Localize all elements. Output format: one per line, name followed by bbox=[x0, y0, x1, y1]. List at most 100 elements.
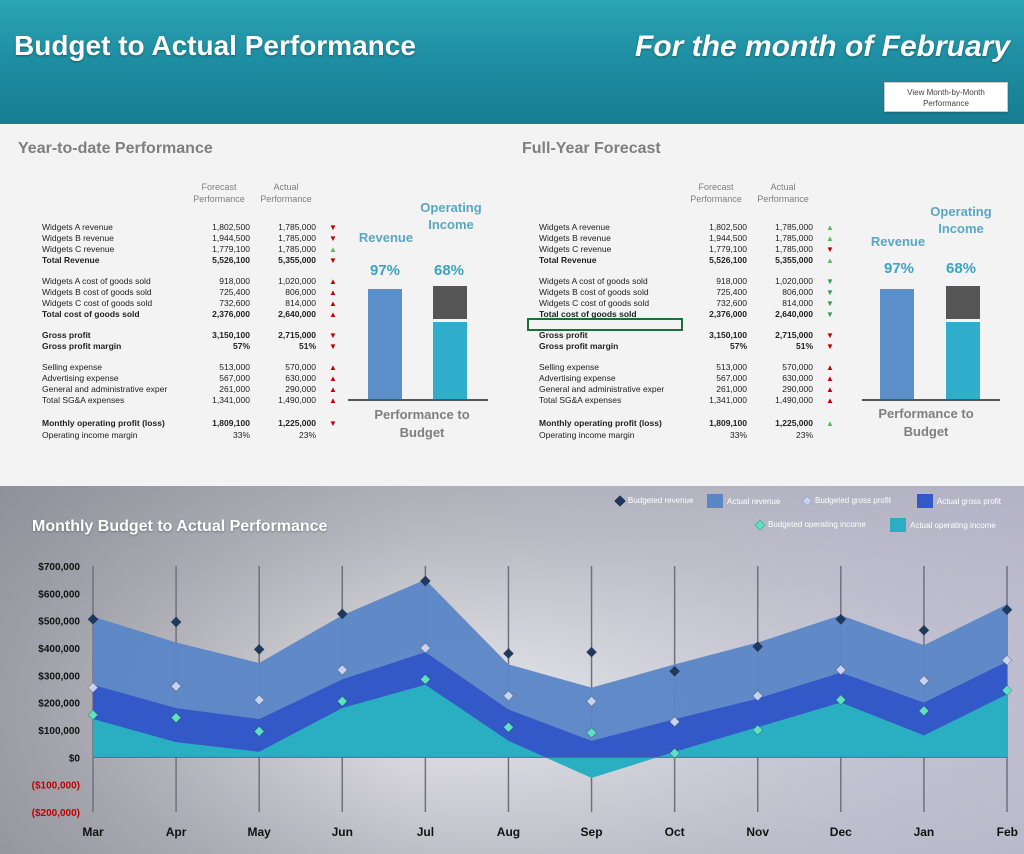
ytd-row-label: Total Revenue bbox=[42, 255, 100, 265]
ytd-row-label: Widgets A cost of goods sold bbox=[42, 276, 151, 286]
view-month-by-month-button[interactable]: View Month-by-Month Performance bbox=[884, 82, 1008, 112]
marker-budgeted-gross-profit bbox=[253, 694, 265, 706]
fyf-actual-value: 814,000 bbox=[782, 298, 813, 308]
fyf-perf-footer: Performance to Budget bbox=[878, 406, 974, 439]
ytd-actual-value: 2,715,000 bbox=[278, 330, 316, 340]
ytd-row-label: Total cost of goods sold bbox=[42, 309, 140, 319]
y-tick-label: $100,000 bbox=[38, 726, 80, 737]
ytd-row-label: Selling expense bbox=[42, 362, 103, 372]
fyf-trend-arrow-icon: ▼ bbox=[826, 288, 834, 297]
legend-budgeted-gross-profit: Budgeted gross profit bbox=[801, 494, 891, 507]
legend-label-budgeted-revenue: Budgeted revenue bbox=[628, 496, 694, 505]
ytd-revenue-bar bbox=[368, 289, 402, 399]
ytd-actual-value: 2,640,000 bbox=[278, 309, 316, 319]
ytd-actual-value: 1,490,000 bbox=[278, 395, 316, 405]
ytd-row-label: Widgets C revenue bbox=[42, 244, 115, 254]
ytd-forecast-value: 261,000 bbox=[219, 384, 250, 394]
ytd-forecast-value: 33% bbox=[232, 430, 250, 440]
fyf-row-label: Gross profit margin bbox=[539, 341, 619, 351]
marker-budgeted-revenue bbox=[336, 608, 348, 620]
fyf-row-label: Selling expense bbox=[539, 362, 600, 372]
legend-actual-gross-profit: Actual gross profit bbox=[917, 494, 1001, 508]
ytd-row-label: General and administrative exper bbox=[42, 384, 168, 394]
fyf-col-actual: Actual Performance bbox=[757, 182, 809, 204]
legend-marker-budgeted-operating-income bbox=[754, 518, 766, 531]
marker-budgeted-gross-profit bbox=[835, 664, 847, 676]
ytd-forecast-value: 2,376,000 bbox=[212, 309, 250, 319]
ytd-trend-arrow-icon: ▲ bbox=[329, 396, 337, 405]
x-tick-label: Jul bbox=[417, 825, 434, 839]
legend-label-budgeted-operating-income: Budgeted operating income bbox=[768, 520, 866, 529]
ytd-forecast-value: 732,600 bbox=[219, 298, 250, 308]
fyf-row-label: Total cost of goods sold bbox=[539, 309, 637, 319]
legend-actual-revenue: Actual revenue bbox=[707, 494, 780, 508]
x-tick-label: Dec bbox=[830, 825, 852, 839]
ytd-trend-arrow-icon: ▲ bbox=[329, 374, 337, 383]
ytd-actual-value: 630,000 bbox=[285, 373, 316, 383]
fyf-trend-arrow-icon: ▲ bbox=[826, 385, 834, 394]
legend-label-actual-operating-income: Actual operating income bbox=[910, 520, 996, 530]
ytd-actual-value: 1,785,000 bbox=[278, 233, 316, 243]
marker-budgeted-revenue bbox=[253, 643, 265, 655]
fyf-row-label: Total Revenue bbox=[539, 255, 597, 265]
x-tick-label: Nov bbox=[746, 825, 769, 839]
marker-budgeted-gross-profit bbox=[1001, 654, 1013, 666]
marker-budgeted-gross-profit bbox=[585, 695, 598, 707]
x-tick-label: Mar bbox=[82, 825, 104, 839]
fyf-forecast-value: 1,802,500 bbox=[709, 222, 747, 232]
marker-budgeted-revenue bbox=[419, 575, 431, 587]
selected-cell-outline[interactable] bbox=[527, 318, 683, 331]
marker-budgeted-operating-income bbox=[419, 673, 431, 685]
marker-budgeted-gross-profit bbox=[752, 690, 764, 702]
ytd-trend-arrow-icon: ▲ bbox=[329, 277, 337, 286]
ytd-row-label: Operating income margin bbox=[42, 430, 138, 440]
marker-budgeted-gross-profit bbox=[87, 682, 99, 694]
ytd-actual-value: 5,355,000 bbox=[278, 255, 316, 265]
fyf-revenue-bar bbox=[880, 289, 914, 399]
legend-actual-operating-income: Actual operating income bbox=[890, 518, 996, 532]
marker-budgeted-operating-income bbox=[752, 724, 764, 736]
ytd-trend-arrow-icon: ▲ bbox=[329, 288, 337, 297]
fyf-revenue-pct: 97% bbox=[883, 260, 915, 277]
ytd-revenue-label: Revenue bbox=[358, 230, 414, 245]
period-title: For the month of February bbox=[635, 30, 1010, 63]
marker-budgeted-operating-income bbox=[87, 709, 99, 721]
legend-label-actual-revenue: Actual revenue bbox=[727, 496, 781, 506]
ytd-bar-axis bbox=[348, 399, 488, 401]
ytd-actual-value: 814,000 bbox=[285, 298, 316, 308]
fyf-forecast-value: 725,400 bbox=[716, 287, 747, 297]
marker-budgeted-revenue bbox=[752, 641, 764, 653]
fyf-trend-arrow-icon: ▲ bbox=[826, 256, 834, 265]
ytd-revenue-pct: 97% bbox=[369, 262, 401, 279]
ytd-trend-arrow-icon: ▼ bbox=[329, 419, 337, 428]
fyf-row-label: Widgets C cost of goods sold bbox=[539, 298, 650, 308]
fyf-forecast-value: 1,809,100 bbox=[709, 418, 747, 428]
x-tick-label: Sep bbox=[581, 825, 603, 839]
ytd-forecast-value: 567,000 bbox=[219, 373, 250, 383]
marker-budgeted-operating-income bbox=[170, 712, 182, 724]
header-banner: Budget to Actual Performance For the mon… bbox=[0, 0, 1024, 124]
fyf-forecast-value: 33% bbox=[729, 430, 747, 440]
x-tick-label: Jun bbox=[332, 825, 353, 839]
fyf-actual-value: 1,785,000 bbox=[775, 222, 813, 232]
legend-label-actual-gross-profit: Actual gross profit bbox=[937, 496, 1002, 506]
marker-budgeted-operating-income bbox=[336, 695, 348, 707]
marker-budgeted-revenue bbox=[585, 646, 598, 658]
ytd-forecast-value: 1,341,000 bbox=[212, 395, 250, 405]
fyf-forecast-value: 513,000 bbox=[716, 362, 747, 372]
fyf-forecast-value: 918,000 bbox=[716, 276, 747, 286]
ytd-actual-value: 51% bbox=[298, 341, 316, 351]
fyf-trend-arrow-icon: ▼ bbox=[826, 331, 834, 340]
fyf-forecast-value: 1,779,100 bbox=[709, 244, 747, 254]
fyf-trend-arrow-icon: ▲ bbox=[826, 419, 834, 428]
fyf-op-income-bar bbox=[946, 322, 980, 399]
ytd-col-actual: Actual Performance bbox=[260, 182, 312, 204]
y-tick-label: $400,000 bbox=[38, 644, 80, 655]
monthly-chart: $700,000 $600,000 $500,000 $400,000 $300,000… bbox=[32, 562, 1018, 839]
legend-swatch-actual-revenue bbox=[707, 494, 723, 508]
ytd-actual-value: 570,000 bbox=[285, 362, 316, 372]
fyf-trend-arrow-icon: ▲ bbox=[826, 223, 834, 232]
fyf-actual-value: 2,640,000 bbox=[775, 309, 813, 319]
fyf-actual-value: 23% bbox=[795, 430, 813, 440]
ytd-row-label: Gross profit bbox=[42, 330, 91, 340]
